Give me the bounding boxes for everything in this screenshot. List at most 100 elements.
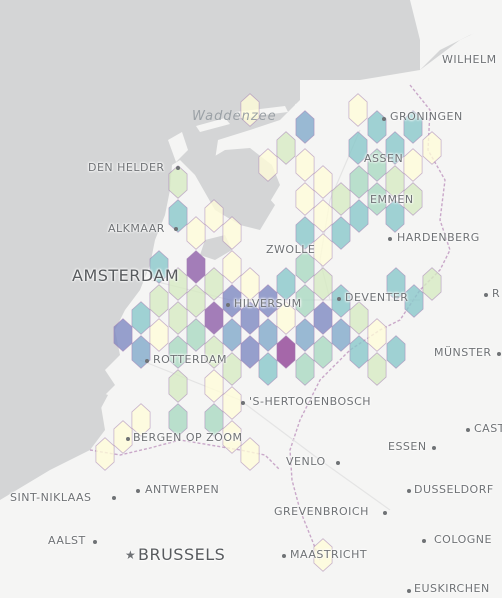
hexbin-cell[interactable] — [258, 352, 278, 386]
hexbin-cell[interactable] — [386, 335, 406, 369]
ameland — [295, 100, 332, 110]
hexbin-cell[interactable] — [349, 335, 369, 369]
hexbin-cell[interactable] — [295, 284, 315, 318]
hexbin-cell[interactable] — [331, 284, 351, 318]
city-dot-den-helder — [176, 166, 180, 170]
hexbin-cell[interactable] — [186, 250, 206, 284]
hexbin-cell[interactable] — [295, 110, 315, 144]
zeeland-water — [20, 388, 108, 445]
hexbin-cell[interactable] — [313, 199, 333, 233]
hexbin-cell[interactable] — [204, 199, 224, 233]
hexbin-cell[interactable] — [258, 318, 278, 352]
hexbin-cell[interactable] — [295, 352, 315, 386]
city-dot-alkmaar — [174, 227, 178, 231]
hexbin-cell[interactable] — [113, 420, 133, 454]
hexbin-cell[interactable] — [222, 284, 242, 318]
hexbin-cell[interactable] — [313, 301, 333, 335]
hexbin-cell[interactable] — [422, 131, 442, 165]
hexbin-cell[interactable] — [295, 148, 315, 182]
hexbin-cell[interactable] — [149, 318, 169, 352]
hexbin-cell[interactable] — [222, 250, 242, 284]
hexbin-cell[interactable] — [222, 420, 242, 454]
hexbin-cell[interactable] — [295, 318, 315, 352]
hexbin-cell[interactable] — [348, 131, 368, 165]
hexbin-cell[interactable] — [367, 318, 387, 352]
hexbin-cell[interactable] — [258, 284, 278, 318]
hexbin-cell[interactable] — [168, 369, 188, 403]
hexbin-cell[interactable] — [422, 267, 442, 301]
hexbin-cell[interactable] — [186, 318, 206, 352]
hexbin-cell[interactable] — [295, 182, 315, 216]
hexbin-cell[interactable] — [168, 267, 188, 301]
hexbin-cell[interactable] — [404, 284, 424, 318]
city-dot-rotterdam — [145, 359, 149, 363]
hexbin-cell[interactable] — [276, 267, 296, 301]
hexbin-cell[interactable] — [403, 148, 423, 182]
hexbin-cell[interactable] — [113, 318, 133, 352]
hexbin-cell[interactable] — [313, 267, 333, 301]
hexbin-cell[interactable] — [240, 267, 260, 301]
hexbin-cell[interactable] — [367, 110, 387, 144]
hexbin-cell[interactable] — [313, 233, 333, 267]
hexbin-cell[interactable] — [385, 165, 405, 199]
hexbin-cell[interactable] — [240, 437, 260, 471]
hexbin-cell[interactable] — [240, 93, 260, 127]
hexbin-cell[interactable] — [276, 131, 296, 165]
hexbin-cell[interactable] — [131, 403, 151, 437]
city-dot-s-hertogenbosch — [241, 401, 245, 405]
hexbin-cell[interactable] — [240, 301, 260, 335]
hexbin-cell[interactable] — [149, 284, 169, 318]
city-label-zwolle: ZWOLLE — [266, 243, 316, 256]
hexbin-cell[interactable] — [95, 437, 115, 471]
hexbin-cell[interactable] — [258, 148, 278, 182]
hexbin-cell[interactable] — [367, 352, 387, 386]
hexbin-cell[interactable] — [131, 301, 151, 335]
city-label-sint-niklaas: SINT-NIKLAAS — [10, 491, 92, 504]
city-dot-euskirchen — [407, 589, 411, 593]
hexbin-cell[interactable] — [385, 199, 405, 233]
hexbin-cell[interactable] — [276, 301, 296, 335]
hexbin-cell[interactable] — [168, 165, 188, 199]
hexbin-cell[interactable] — [204, 267, 224, 301]
hexbin-cell[interactable] — [204, 403, 224, 437]
hexbin-cell[interactable] — [204, 369, 224, 403]
hexbin-cell[interactable] — [168, 301, 188, 335]
hexbin-cell[interactable] — [331, 318, 351, 352]
hexbin-cell[interactable] — [204, 335, 224, 369]
hexbin-cell[interactable] — [149, 250, 169, 284]
hexbin-cell[interactable] — [385, 131, 405, 165]
hexbin-cell[interactable] — [168, 335, 188, 369]
hexbin-cell[interactable] — [348, 93, 368, 127]
hexbin-cell[interactable] — [222, 352, 242, 386]
hexbin-cell[interactable] — [186, 284, 206, 318]
city-label-hilversum: HILVERSUM — [234, 297, 302, 310]
hexbin-cell[interactable] — [313, 335, 333, 369]
hexbin-cell[interactable] — [386, 267, 406, 301]
city-dot-cologne — [422, 539, 426, 543]
hexbin-cell[interactable] — [295, 216, 315, 250]
hexbin-cell[interactable] — [186, 216, 206, 250]
hexbin-cell[interactable] — [168, 199, 188, 233]
hexbin-cell[interactable] — [331, 182, 351, 216]
hexbin-cell[interactable] — [403, 182, 423, 216]
hexbin-cell[interactable] — [331, 216, 351, 250]
hexbin-cell[interactable] — [295, 250, 315, 284]
hexbin-cell[interactable] — [204, 301, 224, 335]
hexbin-cell[interactable] — [222, 216, 242, 250]
hexbin-cell[interactable] — [313, 538, 333, 572]
city-dot-hardenberg — [388, 237, 392, 241]
hexbin-cell[interactable] — [403, 110, 423, 144]
hexbin-cell[interactable] — [349, 199, 369, 233]
hexbin-cell[interactable] — [313, 165, 333, 199]
hexbin-cell[interactable] — [222, 318, 242, 352]
city-dot-bergen-op-zoom — [126, 437, 130, 441]
hexbin-cell[interactable] — [168, 403, 188, 437]
hexbin-cell[interactable] — [349, 301, 369, 335]
hexbin-cell[interactable] — [367, 182, 387, 216]
hexbin-cell[interactable] — [367, 148, 387, 182]
hexbin-cell[interactable] — [240, 335, 260, 369]
hexbin-cell[interactable] — [276, 335, 296, 369]
hexbin-cell[interactable] — [222, 386, 242, 420]
hexbin-cell[interactable] — [349, 165, 369, 199]
